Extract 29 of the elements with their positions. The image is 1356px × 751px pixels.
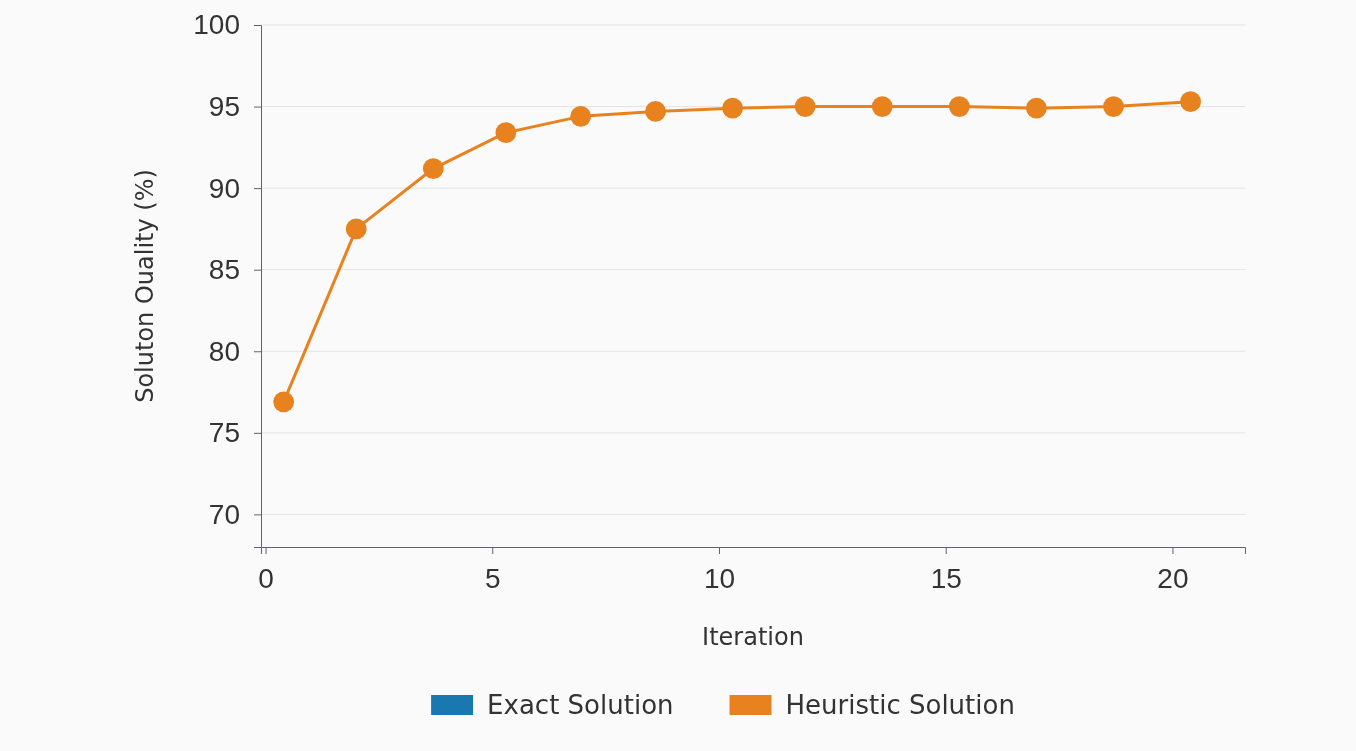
point [948,96,970,117]
x-tick-label: 15 [930,562,962,594]
point [1026,97,1047,119]
y-tick-label: 80 [208,335,240,367]
point [794,96,816,117]
y-tick-label: 75 [208,417,240,449]
y-tick-label: 70 [208,498,240,530]
x-axis-title: Iteration [702,623,804,651]
y-tick-label: 95 [208,91,240,123]
point [570,105,592,127]
x-tick-label: 10 [703,562,736,594]
y-tick-label: 100 [193,9,240,41]
point [1103,96,1124,117]
point [345,218,367,240]
x-tick-label: 0 [258,562,274,594]
x-tick-label: 20 [1157,562,1189,594]
y-axis-title: Soluton Ouality (%) [131,169,159,403]
y-tick-label: 90 [208,172,240,204]
legend-label: Heuristic Solution [785,690,1015,720]
point [722,97,743,119]
x-tick-label: 5 [484,562,501,594]
point [422,158,444,179]
legend-label: Exact Solution [487,690,674,720]
y-tick-label: 85 [208,254,240,286]
point [1180,91,1201,113]
point [273,391,295,413]
point [495,122,517,144]
point [645,101,666,122]
point [871,96,893,117]
